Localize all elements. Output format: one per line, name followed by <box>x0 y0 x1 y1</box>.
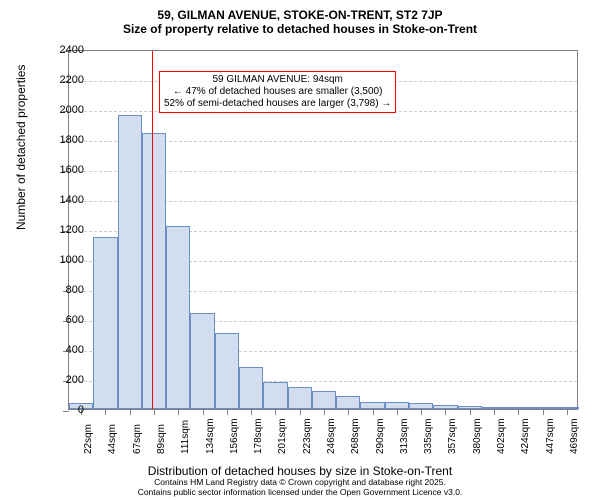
x-tick <box>567 409 568 415</box>
histogram-bar <box>142 133 166 409</box>
x-tick <box>154 409 155 415</box>
histogram-bar <box>312 391 336 409</box>
chart-container: 59, GILMAN AVENUE, STOKE-ON-TRENT, ST2 7… <box>0 0 600 500</box>
y-tick-label: 1800 <box>60 134 84 146</box>
y-tick-label: 600 <box>66 314 84 326</box>
y-tick-label: 1200 <box>60 224 84 236</box>
y-tick-label: 1000 <box>60 254 84 266</box>
x-tick <box>470 409 471 415</box>
chart-subtitle: Size of property relative to detached ho… <box>0 22 600 42</box>
annotation-line: 59 GILMAN AVENUE: 94sqm <box>164 74 391 86</box>
x-axis-label: Distribution of detached houses by size … <box>0 464 600 478</box>
x-tick <box>105 409 106 415</box>
x-tick <box>275 409 276 415</box>
histogram-bar <box>336 396 360 410</box>
x-tick-label: 335sqm <box>423 418 434 454</box>
x-tick-label: 67sqm <box>132 424 143 454</box>
x-tick-label: 178sqm <box>253 418 264 454</box>
x-tick <box>324 409 325 415</box>
x-tick-label: 223sqm <box>302 418 313 454</box>
histogram-bar <box>215 333 239 410</box>
x-tick-label: 268sqm <box>350 418 361 454</box>
histogram-bar <box>385 402 409 409</box>
footnote-line2: Contains public sector information licen… <box>138 487 463 497</box>
x-tick <box>494 409 495 415</box>
x-tick <box>178 409 179 415</box>
x-tick <box>251 409 252 415</box>
histogram-bar <box>263 382 287 409</box>
annotation-box: 59 GILMAN AVENUE: 94sqm← 47% of detached… <box>159 71 396 113</box>
x-tick <box>397 409 398 415</box>
y-tick-label: 2400 <box>60 44 84 56</box>
x-tick-label: 22sqm <box>83 424 94 454</box>
chart-title: 59, GILMAN AVENUE, STOKE-ON-TRENT, ST2 7… <box>0 0 600 22</box>
footnote-line1: Contains HM Land Registry data © Crown c… <box>154 477 446 487</box>
y-tick-label: 1400 <box>60 194 84 206</box>
annotation-line: ← 47% of detached houses are smaller (3,… <box>164 86 391 98</box>
histogram-bar <box>93 237 117 410</box>
x-tick <box>203 409 204 415</box>
histogram-bar <box>239 367 263 409</box>
x-tick <box>445 409 446 415</box>
x-tick-label: 357sqm <box>447 418 458 454</box>
x-tick-label: 469sqm <box>569 418 580 454</box>
x-tick <box>421 409 422 415</box>
y-tick-label: 400 <box>66 344 84 356</box>
x-tick-label: 156sqm <box>229 418 240 454</box>
histogram-bar <box>166 226 190 409</box>
histogram-bar <box>360 402 384 410</box>
y-tick-label: 1600 <box>60 164 84 176</box>
histogram-bar <box>118 115 142 409</box>
x-tick-label: 89sqm <box>156 424 167 454</box>
x-tick <box>543 409 544 415</box>
histogram-bar <box>288 387 312 410</box>
x-tick <box>227 409 228 415</box>
y-tick-label: 2200 <box>60 74 84 86</box>
x-tick-label: 134sqm <box>205 418 216 454</box>
y-tick <box>63 411 69 412</box>
y-axis-label: Number of detached properties <box>14 65 28 230</box>
x-tick <box>518 409 519 415</box>
annotation-line: 52% of semi-detached houses are larger (… <box>164 98 391 110</box>
x-tick <box>300 409 301 415</box>
y-tick-label: 200 <box>66 374 84 386</box>
y-tick-label: 800 <box>66 284 84 296</box>
histogram-bar <box>190 313 214 409</box>
x-tick-label: 44sqm <box>107 424 118 454</box>
x-tick-label: 313sqm <box>399 418 410 454</box>
y-tick-label: 0 <box>78 404 84 416</box>
x-tick-label: 380sqm <box>472 418 483 454</box>
x-tick-label: 290sqm <box>375 418 386 454</box>
x-tick-label: 447sqm <box>545 418 556 454</box>
y-tick-label: 2000 <box>60 104 84 116</box>
reference-line <box>152 51 153 409</box>
footnote: Contains HM Land Registry data © Crown c… <box>0 478 600 498</box>
x-tick-label: 111sqm <box>180 420 191 454</box>
x-tick-label: 424sqm <box>520 418 531 454</box>
x-tick-label: 402sqm <box>496 418 507 454</box>
x-tick <box>373 409 374 415</box>
x-tick-label: 201sqm <box>277 418 288 454</box>
x-tick <box>130 409 131 415</box>
plot-area: 59 GILMAN AVENUE: 94sqm← 47% of detached… <box>68 50 578 410</box>
x-tick-label: 246sqm <box>326 418 337 454</box>
x-tick <box>348 409 349 415</box>
